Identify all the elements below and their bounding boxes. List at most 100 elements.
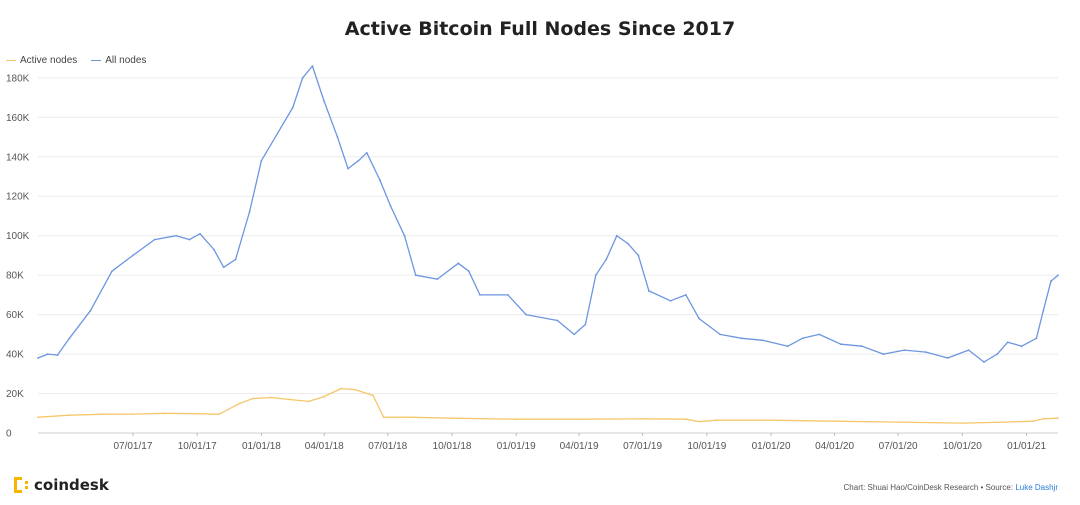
data-point [684, 418, 687, 421]
x-tick-label: 10/01/19 [687, 441, 726, 452]
data-point [698, 420, 701, 423]
data-point [556, 319, 559, 322]
data-point [217, 413, 220, 416]
series-line-all-nodes [37, 65, 1059, 363]
data-point [56, 354, 59, 356]
chart-title: Active Bitcoin Full Nodes Since 2017 [344, 18, 736, 40]
y-tick-label: 40K [6, 350, 24, 361]
data-point [740, 337, 743, 340]
y-tick-label: 160K [6, 113, 30, 124]
data-point [307, 400, 310, 403]
data-point [99, 413, 102, 416]
data-point [323, 100, 326, 103]
data-point [506, 293, 509, 296]
x-tick-label: 04/01/18 [305, 441, 344, 452]
x-tick-label: 07/01/18 [368, 441, 407, 452]
legend-label-active-nodes: Active nodes [20, 55, 78, 66]
data-point [37, 357, 39, 359]
x-tick-label: 01/01/20 [752, 441, 791, 452]
coindesk-logo-icon [14, 477, 28, 493]
data-point [436, 278, 439, 281]
data-point [698, 317, 701, 320]
data-point [354, 388, 356, 391]
data-point [46, 353, 49, 355]
data-point [573, 333, 576, 336]
data-point [403, 234, 406, 237]
y-tick-label: 140K [6, 152, 30, 163]
data-point [946, 357, 949, 359]
data-point [68, 414, 71, 417]
data-point [1006, 341, 1009, 344]
legend-swatch-all-nodes [91, 60, 102, 61]
legend-swatch-active-nodes [6, 60, 16, 61]
data-point [467, 270, 470, 273]
data-point [347, 167, 349, 170]
data-point [1031, 420, 1034, 423]
data-point [684, 293, 687, 296]
data-point [37, 416, 39, 419]
data-point [967, 349, 970, 352]
data-point [457, 262, 460, 265]
data-point [903, 349, 906, 352]
data-point [301, 76, 304, 79]
data-point [1042, 417, 1045, 420]
data-point [647, 290, 650, 292]
data-point [761, 339, 764, 342]
data-point [382, 416, 385, 419]
data-point [1020, 345, 1023, 348]
data-point [379, 179, 381, 182]
data-point [833, 420, 836, 423]
data-point [291, 106, 294, 109]
data-point [111, 270, 113, 273]
data-point [365, 151, 368, 154]
data-point [270, 396, 273, 399]
legend-label-all-nodes: All nodes [105, 55, 147, 66]
x-tick-label: 07/01/19 [623, 441, 662, 452]
data-point [925, 351, 927, 354]
data-point [175, 234, 178, 237]
data-point [818, 333, 821, 336]
data-point [372, 394, 375, 397]
data-point [132, 413, 134, 415]
legend-item-active-nodes[interactable]: Active nodes [6, 55, 77, 66]
coindesk-logo[interactable]: coindesk [14, 476, 109, 494]
data-point [408, 416, 411, 419]
x-tick-label: 01/01/18 [242, 441, 281, 452]
y-tick-label: 180K [6, 73, 30, 84]
chart-legend: Active nodes All nodes [6, 55, 146, 66]
data-point [260, 159, 263, 162]
y-tick-label: 20K [6, 389, 24, 400]
x-tick-label: 01/01/19 [497, 441, 536, 452]
data-point [770, 419, 772, 422]
data-point [323, 395, 326, 398]
source-link[interactable]: Luke Dashjr [1015, 483, 1058, 492]
data-point [1057, 274, 1059, 277]
x-tick-label: 07/01/20 [879, 441, 918, 452]
y-tick-label: 60K [6, 310, 24, 321]
legend-item-all-nodes[interactable]: All nodes [91, 55, 146, 66]
data-point [248, 211, 251, 213]
y-tick-label: 120K [6, 192, 30, 203]
data-point [897, 421, 900, 424]
data-point [961, 422, 964, 425]
x-tick-label: 07/01/17 [113, 441, 152, 452]
y-tick-label: 0 [6, 429, 12, 440]
data-point [1042, 309, 1045, 312]
x-tick-label: 04/01/20 [815, 441, 854, 452]
data-point [234, 258, 237, 261]
x-tick-label: 10/01/17 [178, 441, 217, 452]
data-point [996, 353, 999, 355]
data-point [311, 65, 314, 67]
data-point [578, 418, 580, 421]
data-point [288, 398, 291, 401]
data-point [786, 345, 789, 348]
credit-text: Chart: Shuai Hao/CoinDesk Research • Sou… [843, 483, 1016, 492]
data-point [584, 323, 587, 326]
x-tick-label: 04/01/19 [560, 441, 599, 452]
x-tick-label: 01/01/21 [1007, 441, 1046, 452]
data-point [479, 293, 481, 296]
data-point [719, 333, 721, 336]
data-point [213, 248, 215, 251]
data-point [89, 309, 92, 312]
data-point [68, 337, 71, 340]
